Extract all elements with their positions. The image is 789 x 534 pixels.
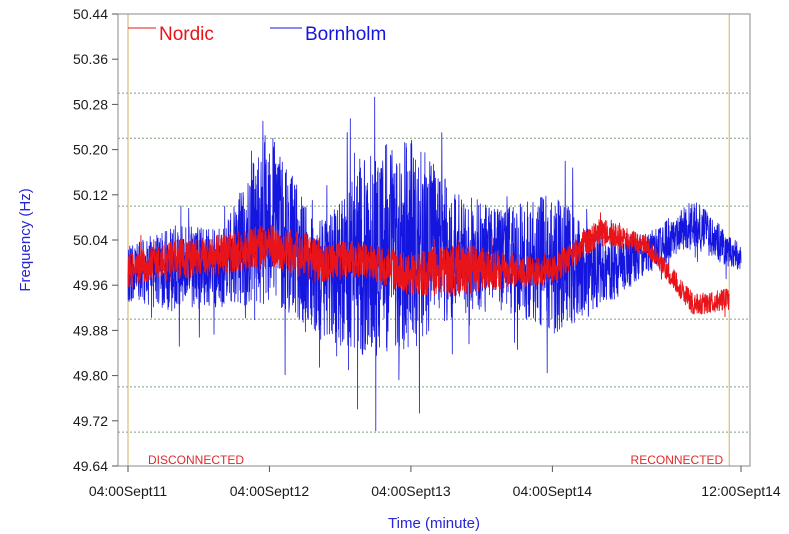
annotations: DISCONNECTED RECONNECTED [148,453,724,467]
y-tick-label-6: 50.12 [73,187,108,203]
x-axis-ticks: 04:00Sept11 04:00Sept12 04:00Sept13 04:00Se… [89,466,781,499]
x-tick-label-1: 04:00Sept12 [230,483,310,499]
y-tick-label-1: 49.72 [73,413,108,429]
annotation-disconnected: DISCONNECTED [148,453,244,467]
legend: Nordic Bornholm [128,24,386,45]
y-tick-label-4: 49.96 [73,277,108,293]
x-tick-label-0: 04:00Sept11 [89,483,168,499]
y-tick-label-2: 49.80 [73,368,108,384]
legend-label-nordic: Nordic [159,24,214,45]
y-tick-label-5: 50.04 [73,232,108,248]
x-tick-label-4: 12:00Sept14 [701,483,781,499]
y-tick-label-7: 50.20 [73,142,108,158]
y-tick-label-9: 50.36 [73,51,108,67]
y-tick-label-8: 50.28 [73,96,108,112]
y-axis-title: Frequency (Hz) [17,188,34,291]
series-nordic-line [127,212,730,318]
x-tick-label-2: 04:00Sept13 [371,483,451,499]
y-tick-label-3: 49.88 [73,322,108,338]
legend-label-bornholm: Bornholm [305,24,386,45]
series-bornholm-line [127,96,742,432]
y-axis-ticks: 49.64 49.72 49.80 49.88 49.96 50.04 50.12 50.20… [73,6,118,474]
x-tick-label-3: 04:00Sept14 [513,483,593,499]
annotation-reconnected: RECONNECTED [631,453,724,467]
x-axis-title: Time (minute) [388,515,480,532]
y-tick-label-0: 49.64 [73,458,108,474]
series-layer [127,96,742,432]
y-tick-label-10: 50.44 [73,6,108,22]
